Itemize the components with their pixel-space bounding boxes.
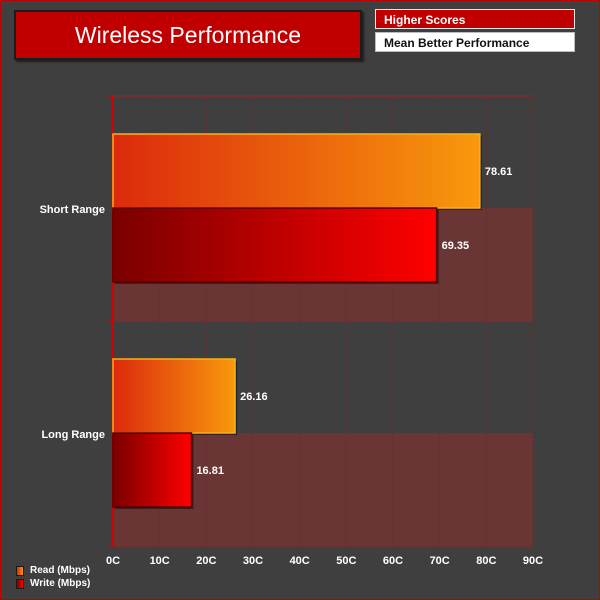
info-mean-better: Mean Better Performance: [375, 32, 575, 52]
data-label-0-0: 78.61: [485, 166, 513, 178]
chart-title: Wireless Performance: [14, 10, 362, 60]
category-label: Short Range: [39, 204, 105, 216]
legend-item-write: Write (Mbps): [16, 577, 90, 590]
x-tick-label: 60C: [382, 555, 404, 567]
bar-write-0: [112, 207, 438, 283]
bar-read-1: [112, 358, 236, 434]
bar-write-1: [112, 432, 193, 508]
x-tick-label: 20C: [196, 555, 217, 567]
bar-read-0: [112, 133, 481, 209]
x-tick-label: 10C: [149, 555, 170, 567]
legend-label-read: Read (Mbps): [30, 565, 90, 576]
legend: Read (Mbps) Write (Mbps): [16, 564, 90, 590]
legend-swatch-write: [16, 578, 24, 589]
info-higher-scores: Higher Scores: [375, 9, 575, 29]
x-tick-label: 0C: [105, 555, 121, 567]
x-tick-label: 80C: [476, 555, 497, 567]
legend-swatch-read: [16, 565, 24, 576]
x-tick-label: 90C: [522, 555, 544, 567]
x-tick-label: 70C: [429, 555, 450, 567]
legend-label-write: Write (Mbps): [30, 578, 91, 589]
x-tick-label: 40C: [289, 555, 310, 567]
x-tick-label: 30C: [242, 555, 264, 567]
data-label-0-1: 26.16: [240, 391, 268, 403]
data-label-1-0: 69.35: [442, 240, 470, 252]
data-label-1-1: 16.81: [196, 465, 224, 477]
x-tick-label: 50C: [336, 555, 357, 567]
category-label: Long Range: [41, 429, 105, 441]
legend-item-read: Read (Mbps): [16, 564, 90, 577]
